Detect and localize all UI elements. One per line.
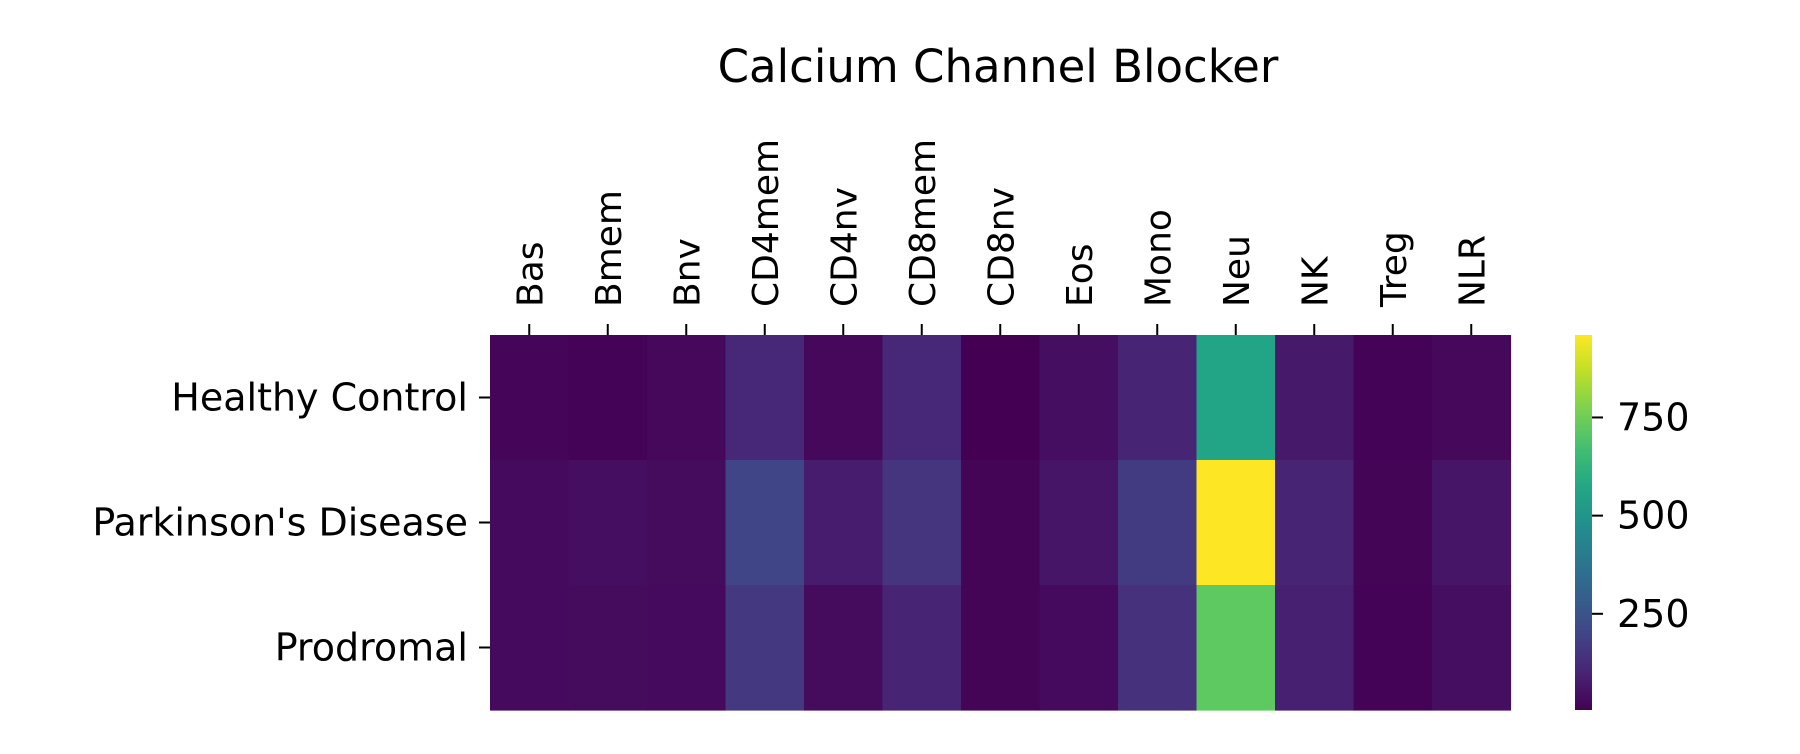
column-label: Bmem: [589, 190, 630, 307]
heatmap-cell: [725, 335, 805, 461]
heatmap-cell: [1432, 585, 1512, 711]
column-label: Treg: [1374, 231, 1415, 308]
heatmap-cell: [1039, 585, 1119, 711]
column-label: CD8nv: [981, 187, 1022, 307]
heatmap-cell: [882, 335, 962, 461]
column-label: Eos: [1060, 243, 1101, 307]
column-label: NLR: [1452, 235, 1493, 307]
heatmap-cell: [647, 460, 727, 586]
column-labels: Bas Bmem Bnv CD4mem CD4nv CD8mem CD8nv Eos Mono N…: [510, 139, 1493, 335]
colorbar-gradient: [1575, 335, 1592, 710]
column-label: Mono: [1138, 209, 1179, 307]
heatmap-cell: [1432, 335, 1512, 461]
heatmap-cell: [961, 335, 1041, 461]
heatmap-cell: [1196, 585, 1276, 711]
heatmap-cell: [490, 460, 570, 586]
heatmap-cell: [568, 585, 648, 711]
column-label: Bas: [510, 241, 551, 307]
colorbar-tick-label: 750: [1617, 395, 1690, 439]
heatmap-cell: [490, 585, 570, 711]
heatmap-cell: [1118, 335, 1198, 461]
heatmap-cell: [1039, 335, 1119, 461]
chart-title: Calcium Channel Blocker: [718, 40, 1279, 93]
heatmap-cell: [1275, 585, 1355, 711]
colorbar-tick-label: 500: [1617, 494, 1690, 538]
row-labels: Healthy Control Parkinson's Disease Prodro…: [92, 376, 490, 670]
row-label: Healthy Control: [171, 376, 468, 420]
heatmap-cell: [1118, 585, 1198, 711]
row-label: Prodromal: [275, 626, 468, 670]
column-label: Bnv: [667, 238, 708, 307]
column-label: CD8mem: [903, 139, 944, 307]
heatmap-cell: [804, 335, 884, 461]
heatmap-cell: [1039, 460, 1119, 586]
heatmap-cell: [882, 460, 962, 586]
heatmap-cell: [1353, 460, 1433, 586]
heatmap-cell: [1275, 335, 1355, 461]
heatmap-cell: [490, 335, 570, 461]
colorbar-tick-label: 250: [1617, 592, 1690, 636]
column-label: Neu: [1217, 235, 1258, 307]
heatmap-cell: [1196, 460, 1276, 586]
heatmap-cell: [725, 585, 805, 711]
column-label: CD4nv: [824, 187, 865, 307]
column-label: NK: [1295, 255, 1336, 307]
heatmap-cell: [1353, 585, 1433, 711]
heatmap-cell: [647, 585, 727, 711]
colorbar: 250 500 750: [1575, 335, 1690, 710]
heatmap-cell: [568, 335, 648, 461]
heatmap-cell: [804, 585, 884, 711]
heatmap-cell: [1196, 335, 1276, 461]
heatmap-cell: [647, 335, 727, 461]
column-label: CD4mem: [746, 139, 787, 307]
heatmap-cells: [490, 335, 1512, 711]
heatmap-cell: [804, 460, 884, 586]
row-label: Parkinson's Disease: [92, 501, 468, 545]
heatmap-cell: [882, 585, 962, 711]
heatmap-cell: [725, 460, 805, 586]
heatmap-cell: [1275, 460, 1355, 586]
heatmap-cell: [961, 585, 1041, 711]
heatmap-cell: [961, 460, 1041, 586]
heatmap-cell: [1118, 460, 1198, 586]
heatmap-cell: [568, 460, 648, 586]
heatmap-cell: [1432, 460, 1512, 586]
heatmap-cell: [1353, 335, 1433, 461]
